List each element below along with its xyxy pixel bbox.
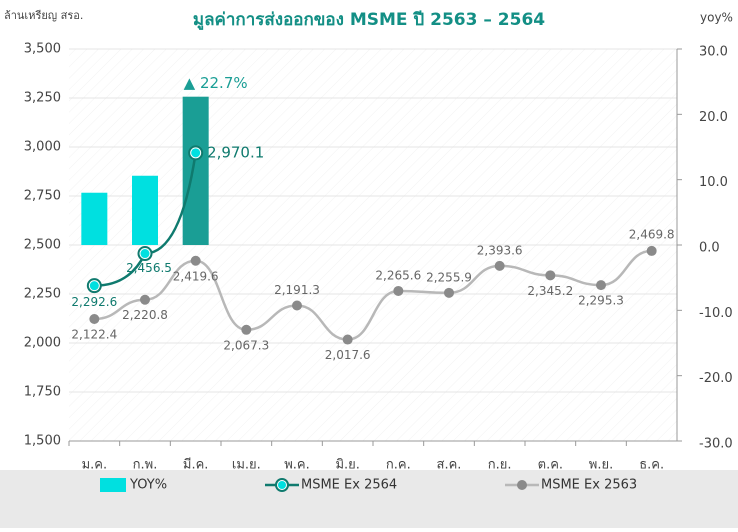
- legend-marker: [517, 480, 527, 490]
- data-label: 2,393.6: [477, 243, 523, 257]
- y2-tick-label: -30.0: [699, 437, 733, 452]
- x-tick-label: เม.ย.: [232, 458, 261, 473]
- y-tick-label: 1,500: [24, 434, 61, 449]
- y2-tick-label: 0.0: [699, 241, 720, 256]
- x-tick-label: มี.ค.: [183, 457, 209, 473]
- marker: [342, 334, 353, 345]
- x-tick-label: ก.ค.: [386, 458, 411, 473]
- y2-tick-label: -20.0: [699, 371, 733, 386]
- data-label: 2,255.9: [426, 270, 472, 284]
- y2-axis-label: yoy%: [700, 11, 733, 25]
- marker: [140, 249, 150, 259]
- x-tick-label: ม.ค.: [82, 458, 108, 473]
- marker: [89, 281, 99, 291]
- y-axis-label: ล้านเหรียญ สรอ.: [4, 9, 83, 22]
- y-tick-label: 2,500: [24, 238, 61, 253]
- data-label: 2,456.5: [126, 261, 172, 275]
- x-tick-label: ก.ย.: [488, 458, 512, 473]
- marker: [545, 270, 556, 281]
- x-tick-label: พ.ค.: [284, 458, 310, 473]
- marker: [241, 324, 252, 335]
- data-label: 2,191.3: [274, 283, 320, 297]
- legend-label: MSME Ex 2564: [301, 478, 397, 493]
- legend-label: MSME Ex 2563: [541, 478, 637, 493]
- data-label: 2,469.8: [629, 227, 675, 241]
- data-label: 2,419.6: [173, 269, 219, 283]
- marker: [646, 245, 657, 256]
- y-tick-label: 1,750: [24, 385, 61, 400]
- y2-tick-label: -10.0: [699, 306, 733, 321]
- x-tick-label: พ.ย.: [589, 458, 613, 473]
- marker: [89, 314, 100, 325]
- data-label: 2,122.4: [71, 328, 117, 342]
- y-tick-label: 2,750: [24, 189, 61, 204]
- marker: [190, 255, 201, 266]
- y-tick-label: 2,000: [24, 336, 61, 351]
- y-tick-label: 3,500: [24, 42, 61, 57]
- y-tick-label: 3,250: [24, 91, 61, 106]
- legend-label: YOY%: [129, 478, 167, 493]
- data-label: 2,292.6: [71, 295, 117, 309]
- x-tick-label: ส.ค.: [437, 458, 462, 473]
- y2-tick-label: 10.0: [699, 175, 728, 190]
- marker: [292, 300, 302, 311]
- data-label: 2,265.6: [375, 268, 421, 282]
- marker: [494, 260, 505, 271]
- data-label: 2,345.2: [527, 284, 573, 298]
- marker: [596, 280, 606, 291]
- bar-label: ▲ 22.7%: [184, 74, 248, 92]
- marker: [140, 294, 150, 305]
- marker: [191, 148, 201, 158]
- legend-swatch: [100, 478, 126, 492]
- x-tick-label: ต.ค.: [538, 458, 563, 473]
- y-tick-label: 3,000: [24, 140, 61, 155]
- bar: [182, 96, 209, 246]
- data-label: 2,220.8: [122, 308, 168, 322]
- x-tick-label: มิ.ย.: [335, 458, 359, 473]
- y-tick-label: 2,250: [24, 287, 61, 302]
- data-label: 2,295.3: [578, 294, 624, 308]
- marker: [393, 285, 404, 296]
- marker: [444, 287, 454, 298]
- x-tick-label: ก.พ.: [133, 458, 158, 473]
- chart-title: มูลค่าการส่งออกของ MSME ปี 2563 – 2564: [193, 9, 545, 31]
- legend-marker: [278, 481, 286, 489]
- data-label: 2,017.6: [325, 348, 371, 362]
- x-tick-label: ธ.ค.: [639, 458, 664, 473]
- bar: [132, 175, 158, 245]
- y2-tick-label: 20.0: [699, 110, 728, 125]
- data-label: 2,970.1: [207, 143, 264, 161]
- data-label: 2,067.3: [223, 338, 269, 352]
- y2-tick-label: 30.0: [699, 45, 728, 60]
- bar: [81, 192, 108, 245]
